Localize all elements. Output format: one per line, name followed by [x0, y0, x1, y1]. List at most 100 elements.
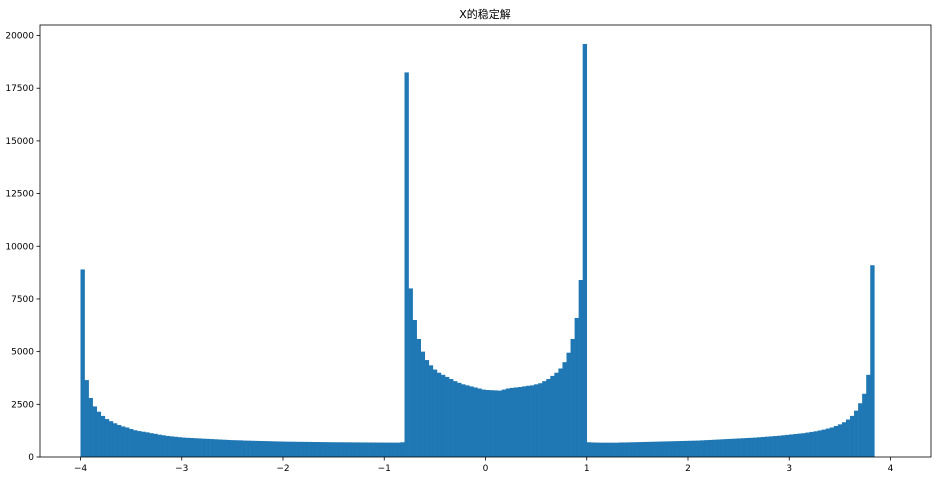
histogram-bar	[165, 435, 170, 457]
histogram-bar	[534, 384, 539, 457]
histogram-bar	[538, 383, 543, 457]
histogram-bar	[327, 442, 332, 457]
histogram-bar	[777, 435, 782, 457]
histogram-bar	[206, 438, 211, 457]
histogram-bar	[339, 442, 345, 457]
histogram-bar	[141, 431, 146, 457]
y-tick-label: 17500	[5, 84, 34, 94]
histogram-bar	[858, 403, 863, 457]
histogram-bar	[400, 442, 405, 457]
histogram-bar	[445, 376, 450, 457]
histogram-bar	[850, 415, 855, 457]
axes-group: −4 −3 −2 −1 0 1 2 3 4 0 2500 5000 7500 10000 12500 1500…	[5, 24, 932, 474]
histogram-bar	[530, 385, 535, 457]
histogram-bar	[781, 435, 786, 457]
histogram-bar	[805, 432, 810, 457]
histogram-bar	[295, 441, 300, 457]
histogram-bar	[513, 387, 519, 457]
histogram-bar	[683, 440, 689, 457]
histogram-bar	[440, 374, 446, 457]
histogram-bar	[590, 442, 596, 457]
histogram-bar	[521, 386, 527, 457]
histogram-bar	[351, 442, 357, 457]
histogram-bar	[372, 442, 377, 457]
histogram-bar	[578, 279, 583, 457]
histogram-bar	[841, 422, 847, 457]
histogram-bar	[481, 389, 486, 457]
histogram-bar	[655, 441, 660, 457]
histogram-bar	[226, 439, 231, 457]
histogram-bar	[785, 434, 790, 457]
histogram-bar	[319, 442, 324, 457]
histogram-bar	[833, 426, 839, 457]
histogram-bar	[546, 379, 551, 457]
histogram-bar	[473, 387, 478, 457]
histogram-bar	[732, 438, 737, 457]
histogram-bar	[627, 442, 632, 457]
histogram-bar	[837, 424, 843, 457]
y-tick-label: 2500	[11, 400, 34, 410]
y-tick-label: 20000	[5, 32, 34, 42]
histogram-bar	[501, 389, 507, 457]
histogram-bar	[854, 410, 859, 457]
histogram-bar	[80, 269, 85, 457]
histogram-bar	[586, 442, 592, 457]
histogram-bar	[157, 434, 162, 457]
histogram-bar	[193, 438, 199, 457]
histogram-bar	[428, 365, 434, 457]
histogram-bar	[509, 387, 515, 457]
histogram-bar	[202, 438, 207, 457]
y-tick-label: 0	[28, 453, 34, 463]
histogram-bar	[647, 441, 652, 457]
histogram-bar	[825, 428, 831, 457]
histogram-bar	[801, 433, 806, 457]
histogram-bar	[773, 436, 778, 457]
histogram-bar	[242, 440, 247, 457]
histogram-bar	[315, 442, 320, 457]
histogram-bar	[404, 72, 409, 457]
histogram-bar	[748, 437, 754, 457]
histogram-bar	[679, 440, 685, 457]
x-tick-label: 1	[584, 464, 590, 474]
histogram-bar	[133, 430, 138, 457]
histogram-bar	[384, 442, 389, 457]
histogram-bar	[813, 431, 818, 457]
histogram-bar	[866, 374, 871, 457]
histogram-bar	[809, 431, 814, 457]
histogram-bar	[424, 360, 430, 457]
histogram-bar	[432, 369, 438, 457]
histogram-bar	[449, 379, 454, 457]
histogram-bar	[845, 419, 851, 457]
histogram-bar	[185, 437, 191, 457]
bars-group	[80, 43, 875, 457]
histogram-bar	[550, 375, 555, 457]
histogram-bar	[222, 439, 227, 457]
x-tick-label: 4	[888, 464, 894, 474]
histogram-bar	[266, 441, 272, 457]
histogram-bar	[197, 438, 203, 457]
histogram-bar	[347, 442, 353, 457]
chart-title: X的稳定解	[459, 7, 511, 21]
histogram-bar	[797, 433, 802, 457]
histogram-bar	[299, 441, 304, 457]
x-tick-label: 2	[685, 464, 691, 474]
histogram-bar	[125, 427, 130, 457]
histogram-bar	[493, 390, 498, 457]
histogram-bar	[764, 436, 770, 457]
histogram-bar	[270, 441, 276, 457]
histogram-bar	[287, 441, 292, 457]
histogram-bar	[116, 424, 122, 457]
histogram-bar	[517, 387, 523, 457]
histogram-bar	[631, 442, 636, 457]
histogram-bar	[643, 441, 648, 457]
histogram-bar	[607, 442, 612, 457]
histogram-bar	[712, 439, 717, 457]
histogram-bar	[704, 440, 709, 457]
histogram-bar	[821, 429, 826, 457]
histogram-bar	[412, 320, 417, 457]
histogram-bar	[793, 434, 798, 457]
histogram-bar	[870, 265, 875, 457]
histogram-bar	[756, 437, 762, 457]
histogram-bar	[716, 439, 721, 457]
